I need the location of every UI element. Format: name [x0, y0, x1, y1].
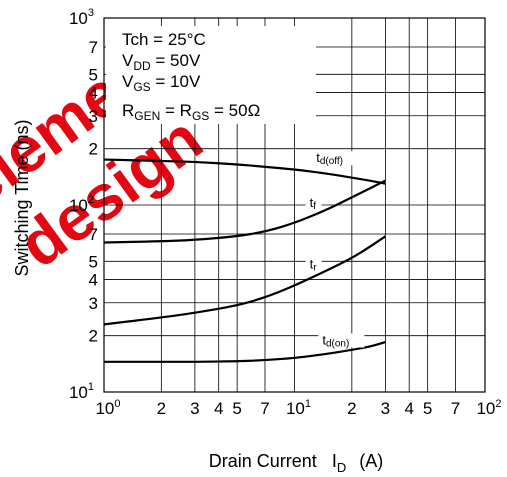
y-tick-label: 5 [89, 65, 98, 84]
y-tick-label: 5 [89, 252, 98, 271]
y-tick-label: 7 [89, 225, 98, 244]
x-axis-label-subscript: D [337, 460, 346, 475]
y-tick-label: 3 [89, 294, 98, 313]
x-tick-base: 10 [286, 399, 305, 418]
x-axis-label: Drain Current ID (A) [209, 451, 383, 476]
y-tick-label: 103 [69, 7, 94, 28]
y-tick-label: 2 [89, 327, 98, 346]
x-tick-exponent: 1 [305, 398, 311, 410]
x-tick-label: 101 [286, 398, 311, 418]
series-label-td(off): td(off) [316, 150, 343, 167]
series-label-main: t [310, 195, 314, 210]
x-tick-label: 3 [190, 399, 199, 418]
conditions-background [106, 26, 316, 124]
series-label-background [305, 195, 322, 210]
x-tick-label: 3 [381, 399, 390, 418]
condition-sub: DD [133, 59, 151, 73]
series-label-sub: r [313, 263, 317, 274]
series-line-tr [103, 235, 387, 326]
y-tick-base: 10 [69, 383, 88, 402]
x-tick-label: 4 [404, 399, 413, 418]
condition-line: RGEN = RGS = 50Ω [122, 101, 260, 123]
y-tick-label: 7 [89, 38, 98, 57]
condition-line: VDD = 50V [122, 51, 201, 73]
condition-rest: = 50V [151, 51, 201, 70]
series-label-tr: tr [310, 257, 318, 274]
x-tick-label: 7 [260, 399, 269, 418]
series-line-td(on) [103, 340, 386, 363]
series-label-main: t [322, 333, 326, 348]
condition-main: R [122, 101, 134, 120]
series-label-tf: tf [310, 195, 317, 212]
plot-frame [103, 17, 486, 393]
condition-sub: GS [133, 80, 150, 94]
y-tick-exponent: 2 [88, 194, 94, 206]
series-label-background [305, 257, 322, 272]
x-tick-label: 5 [423, 399, 432, 418]
x-tick-base: 10 [95, 399, 114, 418]
series-label-sub: d(on) [326, 339, 349, 350]
y-tick-exponent: 1 [88, 381, 94, 393]
y-tick-base: 10 [69, 9, 88, 28]
y-tick-base: 10 [69, 196, 88, 215]
x-tick-label: 100 [95, 398, 120, 418]
condition-main: V [122, 51, 134, 70]
series-line-tf [103, 179, 386, 244]
x-axis-label-text: Drain Current [209, 451, 317, 471]
x-tick-label: 2 [157, 399, 166, 418]
x-axis-label-symbol: I [332, 451, 337, 471]
y-tick-label: 101 [69, 381, 94, 402]
condition-rest: = 10V [151, 72, 201, 91]
x-tick-base: 10 [476, 399, 495, 418]
series-label-sub: d(off) [320, 156, 343, 167]
y-tick-label: 2 [89, 140, 98, 159]
y-tick-label: 102 [69, 194, 94, 215]
y-tick-label: 4 [89, 83, 98, 102]
x-axis-label-unit: (A) [359, 451, 383, 471]
condition-main: Tch = 25°C [122, 30, 206, 49]
condition-sub: GS [192, 109, 209, 123]
x-tick-label: 102 [476, 398, 501, 418]
series-label-background [312, 151, 359, 166]
x-tick-exponent: 2 [495, 398, 501, 410]
x-tick-labels: 100 2 3 4 5 7 101 2 3 4 5 7 102 [95, 398, 501, 418]
y-tick-label: 3 [89, 107, 98, 126]
series-label-main: t [316, 150, 320, 165]
series-label-background [318, 333, 365, 348]
series-label-td(on): td(on) [322, 333, 349, 350]
series-label-main: t [310, 257, 314, 272]
condition-sub: GEN [134, 109, 160, 123]
y-tick-label: 4 [89, 270, 98, 289]
series-label-sub: f [313, 201, 316, 212]
x-tick-label: 5 [232, 399, 241, 418]
x-tick-exponent: 0 [114, 398, 120, 410]
y-axis-label: Switching Time (ns) [12, 119, 32, 276]
x-tick-label: 4 [214, 399, 223, 418]
condition-rest: = 50Ω [209, 101, 260, 120]
series-line-td(off) [103, 158, 386, 185]
x-tick-label: 2 [347, 399, 356, 418]
condition-line: VGS = 10V [122, 72, 201, 94]
y-tick-exponent: 3 [88, 7, 94, 19]
condition-main: V [122, 72, 134, 91]
condition-line: Tch = 25°C [122, 30, 206, 49]
condition-rest: = R [160, 101, 192, 120]
x-tick-label: 7 [451, 399, 460, 418]
